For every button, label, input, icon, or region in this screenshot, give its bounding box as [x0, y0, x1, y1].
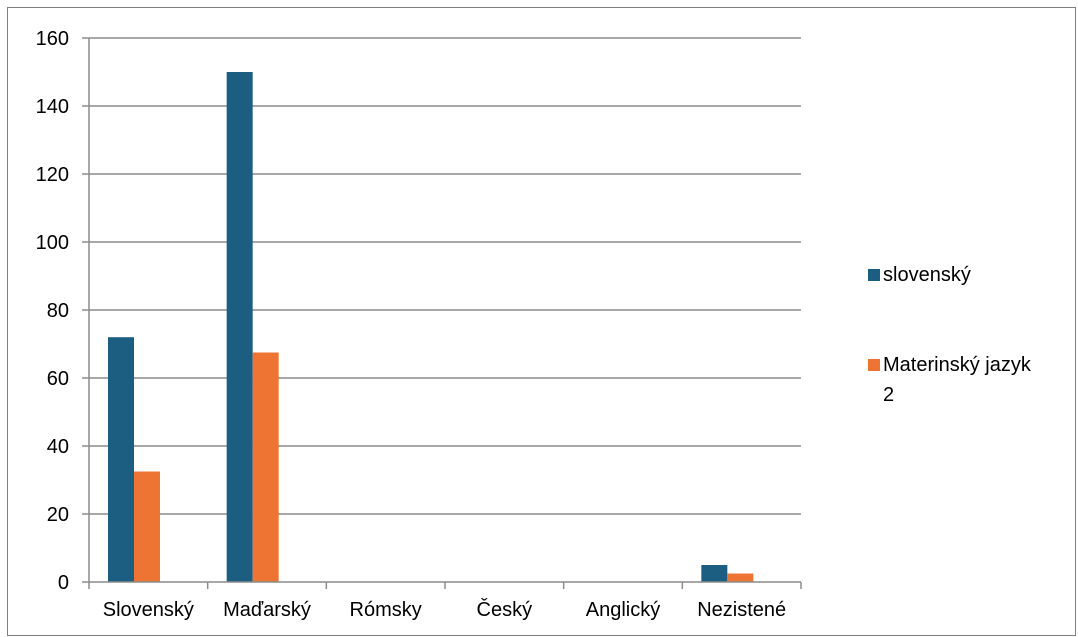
- y-tick-label: 0: [58, 572, 69, 594]
- y-tick-label: 60: [47, 368, 69, 390]
- y-tick-label: 100: [36, 232, 69, 254]
- x-tick-label: Slovenský: [103, 599, 194, 621]
- x-tick-label: Český: [477, 598, 533, 621]
- x-tick-label: Maďarský: [223, 599, 311, 621]
- bar-series-2: [134, 471, 160, 582]
- x-tick-label: Rómsky: [350, 599, 422, 621]
- bar-series-1: [226, 72, 253, 582]
- gridlines: [89, 37, 801, 515]
- y-tick-label: 80: [47, 300, 69, 322]
- chart-frame: [7, 7, 1076, 636]
- bar-series-2: [252, 352, 279, 582]
- axes: [82, 37, 802, 589]
- legend-label: 2: [883, 384, 894, 406]
- y-tick-label: 20: [47, 504, 69, 526]
- x-tick-label: Nezistené: [697, 599, 786, 621]
- legend-swatch: [868, 269, 880, 281]
- y-tick-labels: 0 20 40 60 80 100 120 140 160: [36, 28, 69, 594]
- bar-series-2: [727, 573, 754, 582]
- y-tick-label: 160: [36, 28, 69, 50]
- legend-label: Materinský jazyk: [883, 354, 1032, 376]
- legend: slovenský Materinský jazyk 2: [868, 264, 1032, 406]
- y-tick-label: 140: [36, 96, 69, 118]
- legend-label: slovenský: [883, 264, 971, 286]
- y-tick-label: 40: [47, 436, 69, 458]
- legend-swatch: [868, 359, 880, 371]
- bar-series-1: [108, 337, 134, 582]
- bar-series-1: [701, 565, 728, 582]
- x-tick-label: Anglický: [586, 599, 660, 621]
- x-tick-labels: Slovenský Maďarský Rómsky Český Anglický Nezi…: [103, 598, 786, 621]
- y-tick-label: 120: [36, 164, 69, 186]
- bars: [108, 72, 754, 582]
